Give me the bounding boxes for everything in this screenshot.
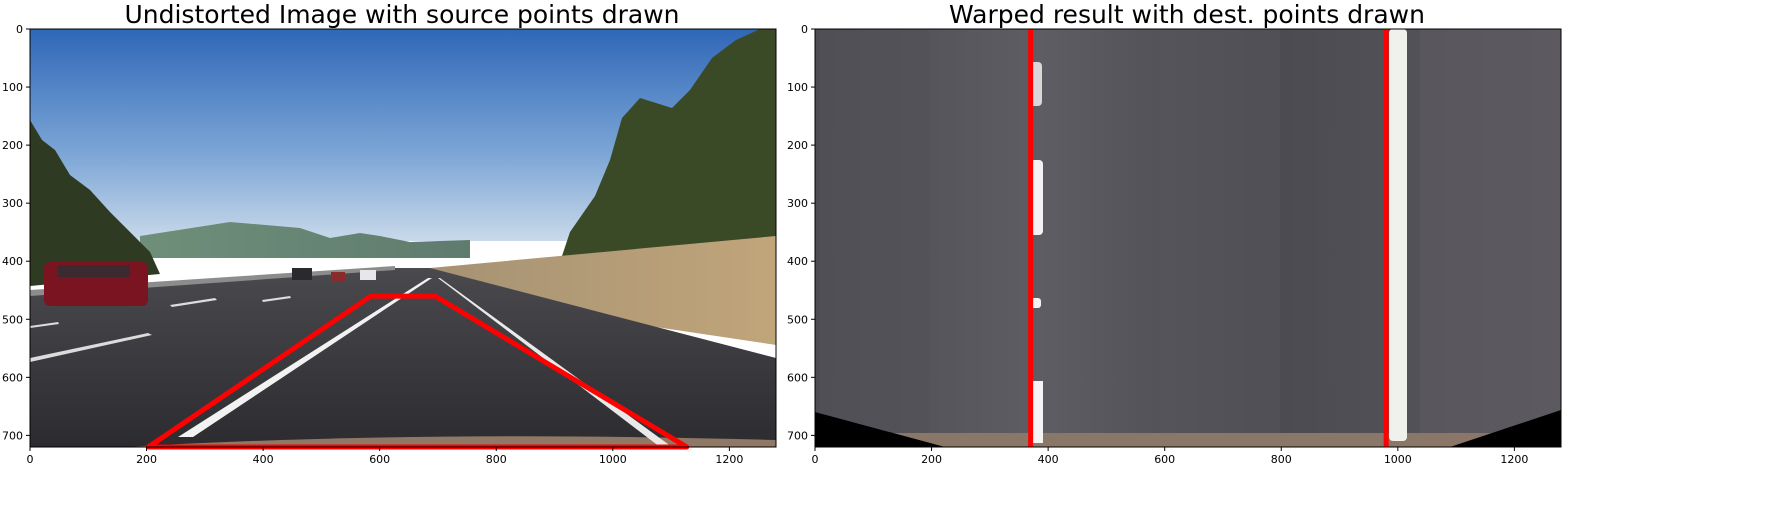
left-trees — [30, 120, 160, 286]
source-y-tick-label: 500 — [2, 313, 23, 326]
dashed-lane-3 — [30, 322, 59, 328]
source-y-tick-label: 200 — [2, 139, 23, 152]
right-trees — [560, 29, 776, 262]
warped-x-tick-label: 1000 — [1384, 453, 1412, 466]
warped-streak-right — [1420, 29, 1560, 447]
warped-dash-2 — [1030, 160, 1043, 235]
panel-source-axes: 0 200 400 600 800 1000 1200 0 100 200 300 400 500 600… — [2, 23, 743, 466]
distant-hills — [140, 222, 470, 258]
warped-y-tick-label: 100 — [787, 81, 808, 94]
warped-solid-line — [1389, 29, 1407, 441]
source-x-tick-label: 800 — [486, 453, 507, 466]
source-x-tick-label: 200 — [136, 453, 157, 466]
dashed-lane-2 — [170, 298, 217, 307]
panel-warped-axes: 0 200 400 600 800 1000 1200 0 100 200 300 400 500 600… — [787, 23, 1528, 466]
warped-y-tick-label: 300 — [787, 197, 808, 210]
warped-black-right — [1450, 410, 1561, 447]
warped-x-tick-label: 800 — [1271, 453, 1292, 466]
source-x-tick-label: 0 — [27, 453, 34, 466]
warped-x-tick-label: 400 — [1038, 453, 1059, 466]
source-photo — [30, 29, 776, 447]
warped-black-left — [815, 412, 945, 447]
warped-x-tick-label: 200 — [921, 453, 942, 466]
dashed-lane-1 — [30, 333, 152, 362]
source-y-tick-label: 0 — [16, 23, 23, 36]
left-lane-line — [178, 278, 432, 437]
warped-y-tick-label: 600 — [787, 371, 808, 384]
source-y-tick-label: 600 — [2, 371, 23, 384]
warped-y-tick-label: 0 — [801, 23, 808, 36]
warped-photo — [815, 29, 1561, 447]
panel-warped: Warped result with dest. points drawn 0 2… — [787, 0, 1562, 466]
warped-streak-mid — [1160, 29, 1280, 447]
source-y-tick-label: 100 — [2, 81, 23, 94]
distant-car-3 — [331, 272, 345, 281]
warped-streak-left — [820, 29, 930, 447]
panel-warped-title: Warped result with dest. points drawn — [949, 0, 1425, 29]
warped-y-tick-label: 700 — [787, 429, 808, 442]
warped-y-tick-label: 200 — [787, 139, 808, 152]
warped-dash-4 — [1030, 381, 1043, 443]
source-x-tick-label: 600 — [369, 453, 390, 466]
source-y-tick-label: 400 — [2, 255, 23, 268]
right-grass-shoulder — [430, 236, 776, 345]
source-y-tick-label: 700 — [2, 429, 23, 442]
source-x-tick-label: 400 — [253, 453, 274, 466]
warped-y-tick-label: 500 — [787, 313, 808, 326]
car-hood — [125, 436, 776, 447]
distant-car-2 — [360, 270, 376, 280]
warped-y-tick-label: 400 — [787, 255, 808, 268]
panel-warped-frame — [814, 28, 1562, 448]
warped-x-tick-label: 0 — [812, 453, 819, 466]
distant-car-1 — [292, 268, 312, 280]
source-y-tick-label: 300 — [2, 197, 23, 210]
dashed-lane-4 — [262, 296, 291, 302]
warped-x-tick-label: 600 — [1154, 453, 1175, 466]
panel-source-title: Undistorted Image with source points dra… — [124, 0, 679, 29]
panel-source-frame — [29, 28, 777, 448]
source-x-tick-label: 1000 — [599, 453, 627, 466]
warped-x-tick-label: 1200 — [1500, 453, 1528, 466]
red-suv-window — [58, 265, 130, 277]
warped-hood — [815, 433, 1561, 447]
dest-points-overlay — [1028, 29, 1389, 447]
source-x-tick-label: 1200 — [715, 453, 743, 466]
panel-source: Undistorted Image with source points dra… — [2, 0, 777, 466]
